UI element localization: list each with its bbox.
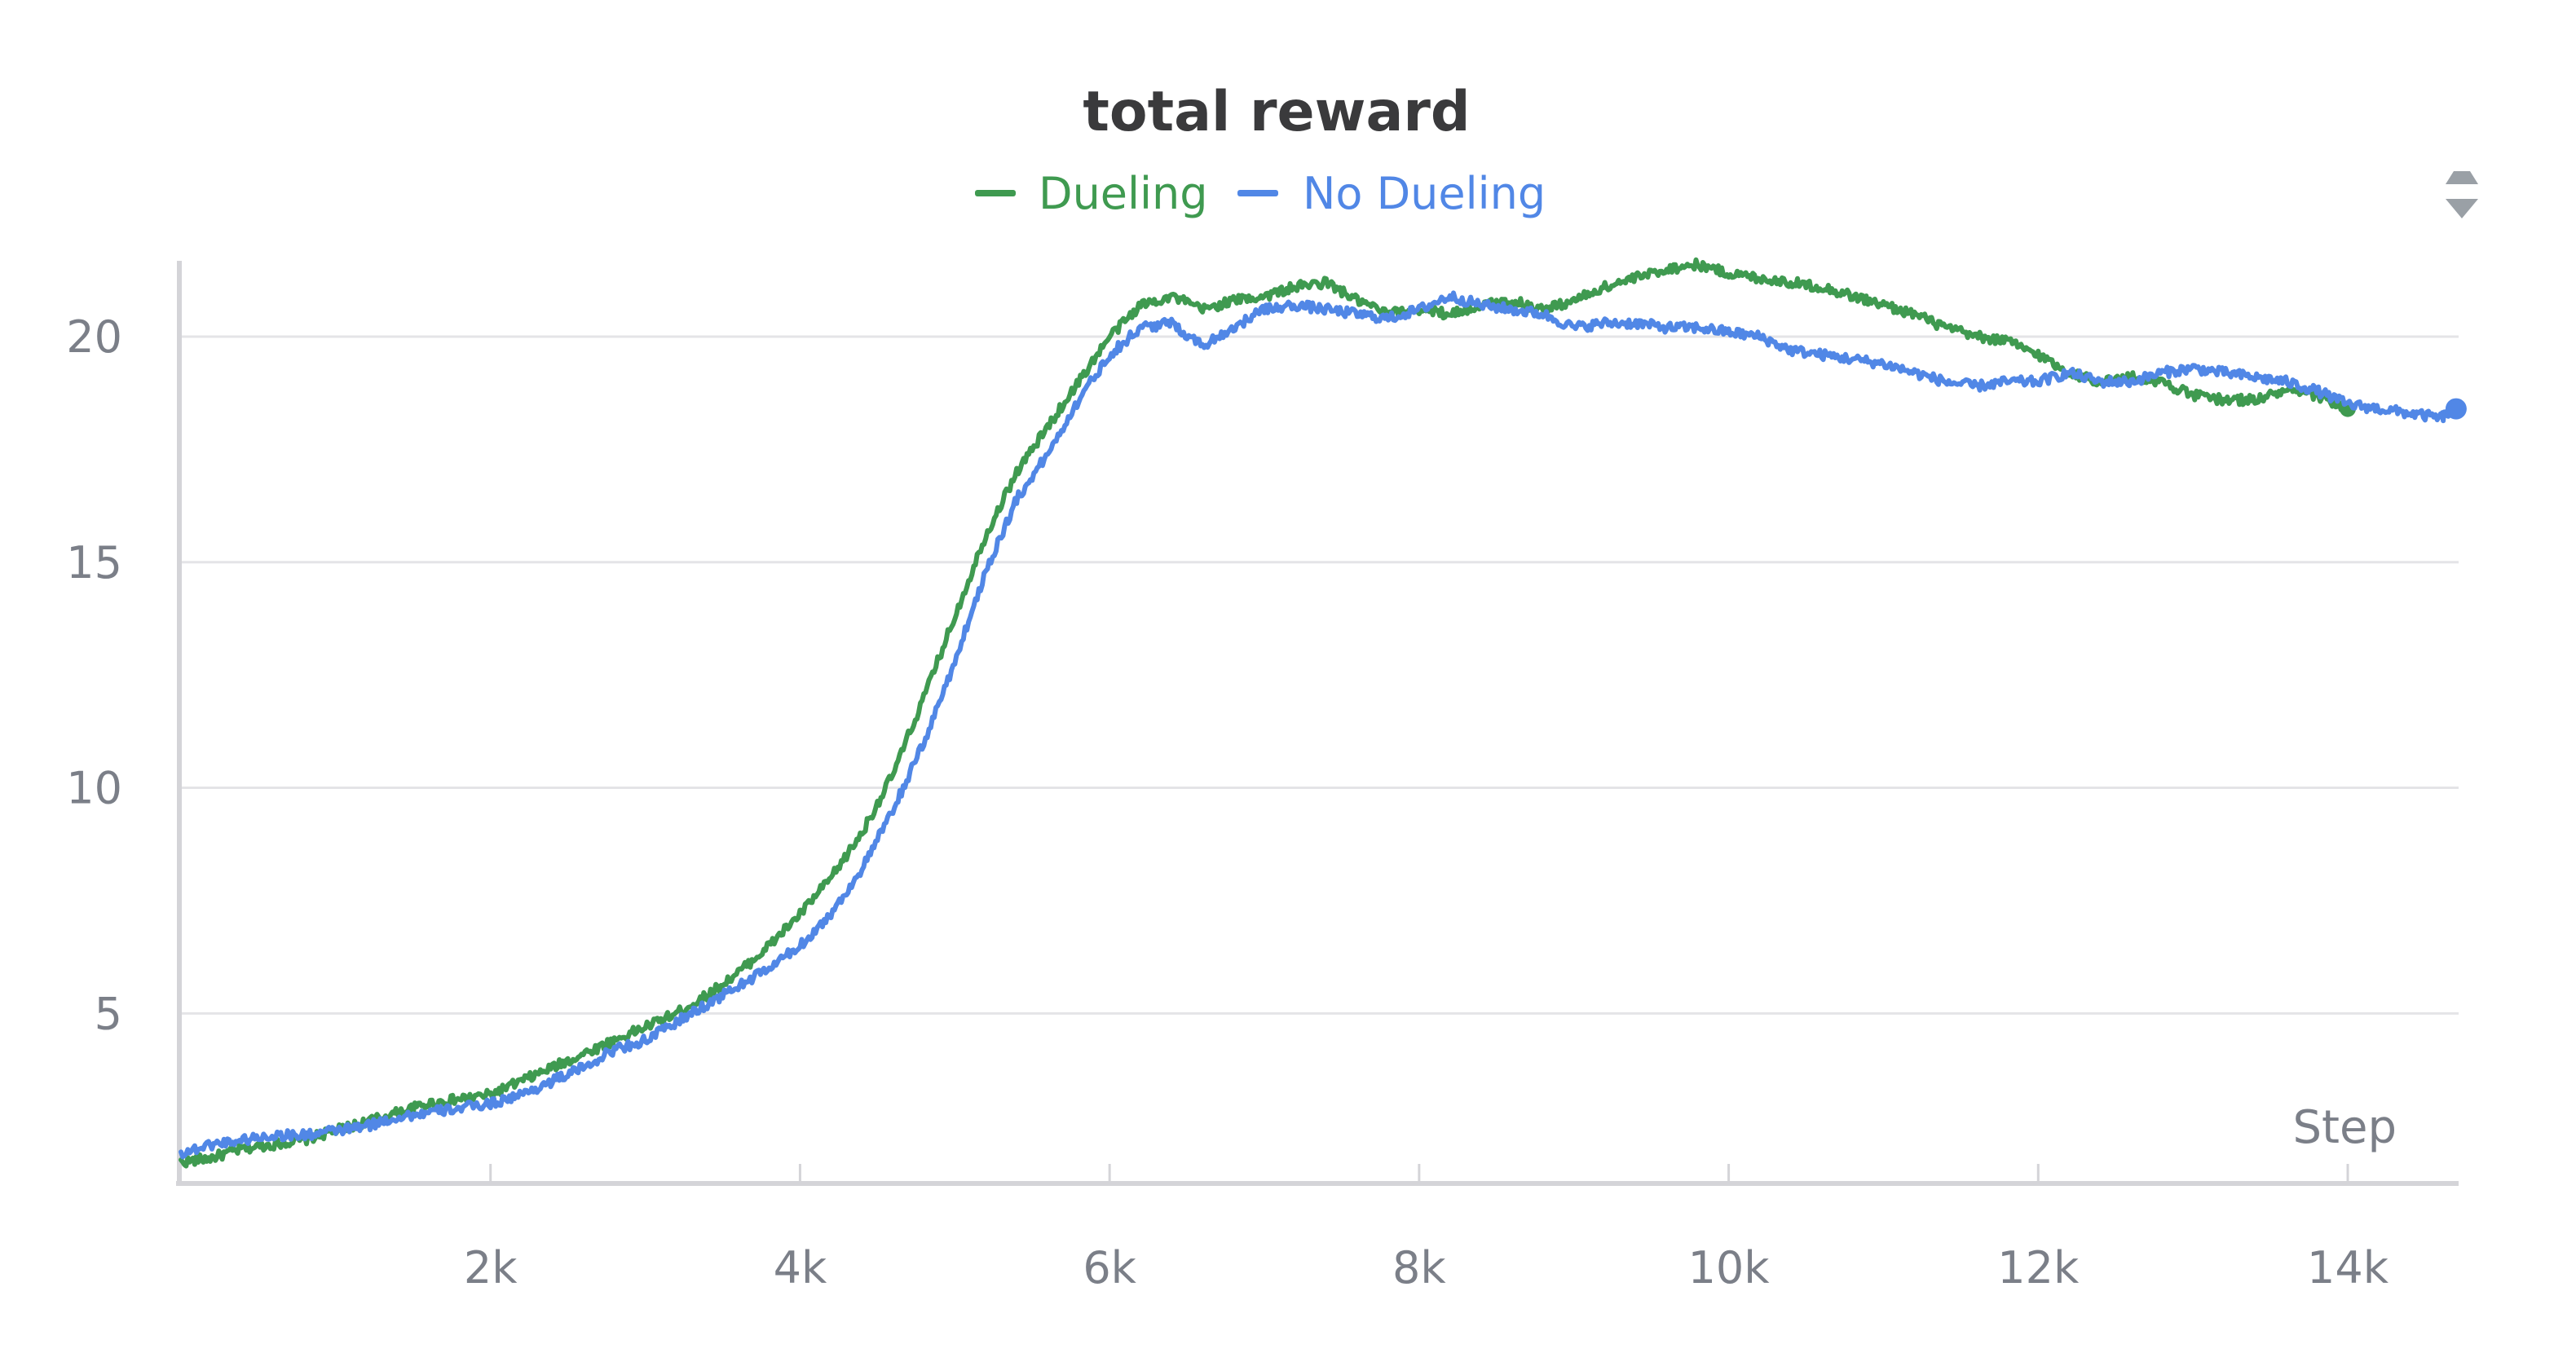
x-tick-label: 4k	[774, 1242, 827, 1294]
x-tick-label: 8k	[1392, 1242, 1446, 1294]
x-tick-label: 2k	[464, 1242, 518, 1294]
x-tick-label: 14k	[2307, 1242, 2389, 1294]
drag-handle-icon[interactable]	[2434, 165, 2490, 220]
legend: Dueling No Dueling	[975, 168, 1546, 219]
grid	[181, 335, 2459, 1015]
y-tick-label: 20	[66, 311, 122, 363]
x-tick-label: 10k	[1688, 1242, 1771, 1294]
series	[179, 257, 2467, 1169]
series-line-dueling[interactable]	[179, 257, 2350, 1169]
legend-item-no-dueling[interactable]: No Dueling	[1237, 168, 1546, 219]
series-line-no-dueling[interactable]	[179, 290, 2459, 1160]
chart-title: total reward	[1083, 80, 1470, 144]
x-tick-label: 6k	[1083, 1242, 1136, 1294]
legend-swatch-no-dueling	[1237, 190, 1278, 196]
x-tick-labels: 2k 4k 6k 8k 10k 12k 14k	[464, 1242, 2389, 1294]
axes	[176, 261, 2459, 1186]
series-endpoint-no-dueling[interactable]	[2445, 398, 2467, 420]
x-axis-label: Step	[2292, 1101, 2397, 1154]
y-tick-label: 15	[66, 537, 122, 588]
y-tick-label: 5	[95, 988, 122, 1039]
y-tick-label: 10	[66, 763, 122, 814]
legend-item-dueling[interactable]: Dueling	[975, 168, 1208, 219]
y-tick-labels: 5 10 15 20	[66, 311, 122, 1039]
x-tick-label: 12k	[1997, 1242, 2080, 1294]
legend-swatch-dueling	[975, 190, 1016, 196]
legend-label-dueling: Dueling	[1039, 168, 1208, 219]
legend-label-no-dueling: No Dueling	[1303, 168, 1546, 219]
